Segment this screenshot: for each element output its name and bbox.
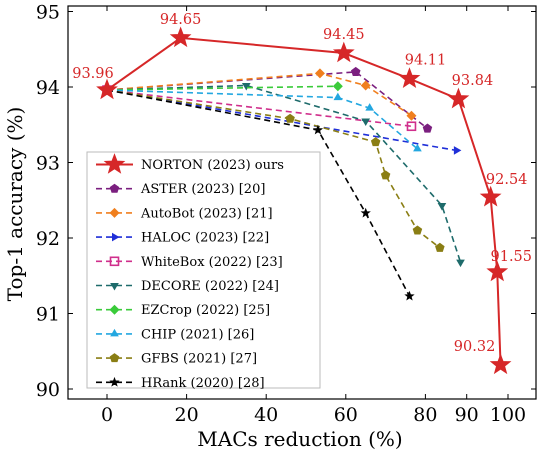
data-point-norton	[447, 87, 470, 109]
x-tick-label: 90	[455, 404, 479, 426]
data-point-norton	[169, 26, 192, 48]
y-tick-label: 92	[36, 228, 60, 250]
data-point-aster	[350, 66, 361, 76]
legend-marker	[109, 256, 120, 267]
legend-label: CHIP (2021) [26]	[141, 327, 254, 342]
x-tick-label: 20	[175, 404, 199, 426]
data-point-autobot	[360, 80, 371, 91]
data-point-decore	[456, 259, 465, 268]
data-point-whitebox	[406, 121, 417, 132]
legend-marker	[112, 232, 120, 242]
legend-marker	[109, 183, 120, 193]
y-tick-label: 94	[36, 77, 60, 99]
data-point-hrank	[312, 124, 324, 135]
series-line-chip	[106, 89, 418, 150]
legend-marker	[109, 353, 120, 363]
legend-item-autobot: AutoBot (2023) [21]	[96, 206, 273, 221]
data-point-decore	[241, 82, 251, 91]
data-point-hrank	[404, 290, 415, 301]
legend-label: WhiteBox (2022) [23]	[141, 255, 283, 270]
series-line-hrank	[106, 89, 411, 297]
legend-label: EZCrop (2022) [25]	[141, 303, 270, 318]
legend: NORTON (2023) ours ASTER (2023) [20] AutoB…	[86, 151, 321, 391]
legend-item-whitebox: WhiteBox (2022) [23]	[96, 255, 283, 270]
y-tick-label: 91	[36, 304, 60, 326]
series-line-whitebox	[106, 89, 412, 128]
data-point-gfbs	[412, 225, 423, 235]
legend-label: GFBS (2021) [27]	[141, 352, 257, 367]
data-point-gfbs	[370, 137, 381, 147]
legend-marker	[109, 304, 120, 315]
x-tick-label: 80	[413, 404, 437, 426]
data-point-norton	[489, 353, 512, 375]
series-layer: 93.96 94.65 94.45 94.11 93.84 92.54 91.55 90.32	[72, 12, 533, 375]
data-point-autobot	[314, 68, 325, 79]
data-label: 94.45	[323, 27, 365, 43]
legend-item-gfbs: GFBS (2021) [27]	[96, 352, 257, 367]
data-label: 92.54	[486, 172, 528, 188]
data-point-norton	[96, 78, 118, 100]
legend-label: ASTER (2023) [20]	[140, 182, 265, 197]
plot-frame	[67, 5, 537, 400]
series-line-norton	[106, 36, 502, 365]
data-point-decore	[361, 118, 371, 126]
series-norton: 93.96 94.65 94.45 94.11 93.84 92.54 91.55 90.32	[72, 12, 533, 375]
data-point-norton	[398, 67, 421, 88]
data-label: 94.11	[405, 53, 447, 69]
series-line-haloc	[106, 89, 457, 152]
data-point-aster	[422, 123, 433, 133]
legend-label: HALOC (2023) [22]	[141, 231, 269, 246]
data-point-gfbs	[380, 170, 391, 180]
legend-marker	[110, 328, 119, 337]
legend-item-norton: NORTON (2023) ours	[96, 153, 284, 174]
legend-item-chip: CHIP (2021) [26]	[96, 327, 254, 342]
x-tick-label: 100	[490, 404, 526, 426]
y-tick-label: 93	[36, 153, 60, 175]
data-point-chip	[413, 143, 422, 152]
y-tick-label: 90	[36, 379, 60, 401]
data-point-gfbs	[285, 113, 295, 123]
legend-label: AutoBot (2023) [21]	[140, 206, 273, 221]
data-point-decore	[437, 203, 447, 211]
data-label: 93.96	[72, 66, 114, 82]
y-tick-label: 95	[36, 2, 60, 24]
legend-marker	[109, 376, 120, 387]
data-point-norton	[332, 41, 355, 63]
legend-item-decore: DECORE (2022) [24]	[96, 279, 279, 294]
legend-marker	[103, 153, 126, 174]
x-axis-label: MACs reduction (%)	[197, 427, 402, 451]
legend-item-hrank: HRank (2020) [28]	[96, 376, 265, 391]
data-label: 94.65	[160, 12, 202, 28]
data-point-chip	[365, 103, 375, 111]
data-label: 93.84	[452, 73, 494, 89]
x-tick-label: 60	[334, 404, 358, 426]
legend-item-ezcrop: EZCrop (2022) [25]	[96, 303, 270, 318]
y-axis-label: Top-1 accuracy (%)	[3, 107, 27, 302]
data-point-norton	[486, 260, 509, 282]
data-point-norton	[479, 185, 502, 207]
data-point-gfbs	[435, 242, 445, 252]
legend-marker	[109, 207, 120, 218]
legend-item-aster: ASTER (2023) [20]	[96, 182, 265, 197]
x-tick-label: 40	[254, 404, 278, 426]
series-line-ezcrop	[106, 85, 338, 91]
axes-layer: 0 20 40 60 80 90 100 90 91 92 93 94 95	[36, 2, 536, 426]
legend-box	[86, 151, 321, 389]
x-tick-label: 0	[101, 404, 113, 426]
series-line-gfbs	[106, 89, 441, 249]
data-label: 91.55	[491, 249, 533, 265]
legend-item-haloc: HALOC (2023) [22]	[96, 231, 269, 246]
legend-label: NORTON (2023) ours	[141, 158, 284, 173]
data-point-haloc	[453, 146, 462, 155]
legend-label: HRank (2020) [28]	[141, 376, 265, 391]
data-point-hrank	[360, 207, 371, 218]
data-label: 90.32	[454, 339, 496, 355]
data-point-autobot	[406, 110, 417, 121]
legend-label: DECORE (2022) [24]	[141, 279, 279, 294]
legend-marker	[110, 283, 119, 291]
data-point-chip	[333, 92, 343, 101]
data-point-ezcrop	[332, 81, 343, 92]
